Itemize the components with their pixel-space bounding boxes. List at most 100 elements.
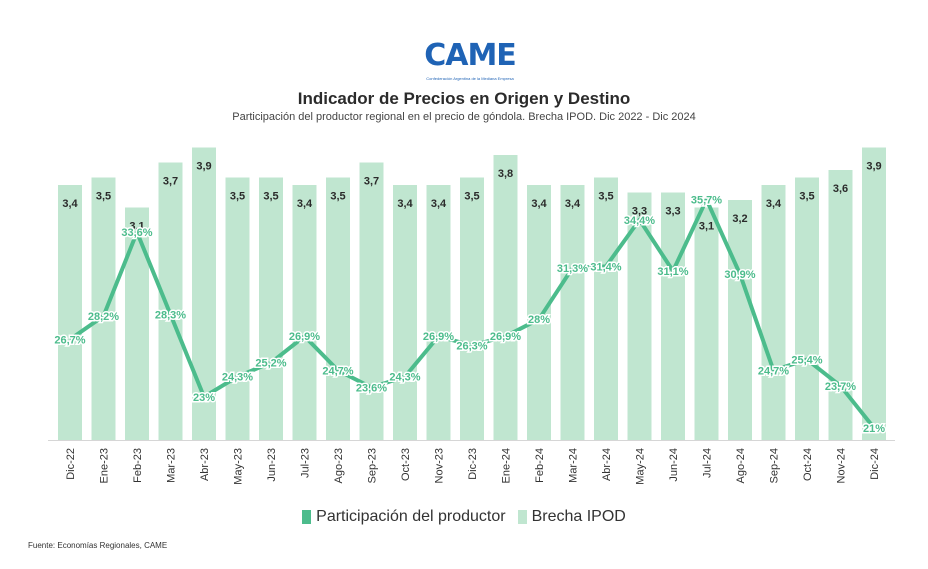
line-data-label: 26,7% xyxy=(54,334,85,346)
line-data-label: 24,3% xyxy=(222,372,253,384)
line-data-label: 28% xyxy=(528,314,550,326)
bar-Ago-23 xyxy=(326,177,350,440)
bar-label: 3,1 xyxy=(129,221,144,233)
bar-Oct-23 xyxy=(393,185,417,440)
chart-title: Indicador de Precios en Origen y Destino xyxy=(297,89,631,108)
bar-Sep-24 xyxy=(761,185,786,440)
bar-label: 3,5 xyxy=(230,191,245,203)
x-tick-label: Ago-24 xyxy=(735,448,747,483)
bar-label: 3,4 xyxy=(531,198,547,210)
line-data-label: 23,6% xyxy=(356,382,387,394)
bar-Ago-24 xyxy=(728,200,752,440)
legend-swatch-bar xyxy=(517,510,527,524)
x-tick-label: Sep-23 xyxy=(367,448,379,483)
bar-label: 3,4 xyxy=(565,198,581,210)
line-data-label: 28,2% xyxy=(88,311,119,323)
bar-Ene-23 xyxy=(91,177,116,440)
x-tick-label: Mar-23 xyxy=(166,448,178,483)
x-tick-label: Abr-23 xyxy=(199,448,211,481)
bar-label: 3,9 xyxy=(196,161,211,173)
line-data-label: 26,9% xyxy=(289,331,320,343)
x-tick-label: Jul-23 xyxy=(300,448,312,478)
bar-label: 3,4 xyxy=(297,198,313,210)
x-tick-label: Jun-24 xyxy=(668,448,680,482)
bar-Oct-24 xyxy=(795,177,819,440)
bar-Dic-24 xyxy=(862,147,886,440)
source-note: Fuente: Economías Regionales, CAME xyxy=(28,541,168,550)
bar-label: 3,5 xyxy=(598,191,613,203)
bar-Dic-22 xyxy=(58,185,82,440)
bar-Sep-23 xyxy=(359,162,384,440)
bar-Feb-24 xyxy=(527,185,551,440)
legend-label-participacion: Participación del productor xyxy=(316,508,506,525)
x-tick-label: Oct-24 xyxy=(802,448,814,481)
bar-Jun-24 xyxy=(661,192,685,440)
line-data-label: 23% xyxy=(193,392,215,404)
line-data-label: 30,9% xyxy=(724,269,755,281)
bar-label: 3,4 xyxy=(62,198,78,210)
came-logo-word: CAME xyxy=(424,38,517,73)
chart-subtitle: Participación del productor regional en … xyxy=(232,111,696,123)
x-tick-label: Jul-24 xyxy=(702,448,714,478)
legend-item-brecha[interactable]: Brecha IPOD xyxy=(517,508,626,526)
line-data-label: 25,2% xyxy=(255,358,286,370)
bar-Abr-24 xyxy=(594,177,618,440)
line-data-label: 28,3% xyxy=(155,310,186,322)
bar-label: 3,4 xyxy=(397,198,413,210)
bar-label: 3,8 xyxy=(498,168,513,180)
line-data-label: 25,4% xyxy=(791,355,822,367)
x-tick-label: Nov-24 xyxy=(836,448,848,483)
line-data-label: 23,7% xyxy=(825,381,856,393)
bar-Dic-23 xyxy=(460,177,484,440)
line-data-label: 33,6% xyxy=(121,227,152,239)
bar-label: 3,7 xyxy=(364,176,379,188)
x-tick-label: Sep-24 xyxy=(769,448,781,483)
bar-label: 3,3 xyxy=(632,206,647,218)
x-tick-label: Ago-23 xyxy=(333,448,345,483)
x-tick-label: Feb-24 xyxy=(534,448,546,483)
bar-label: 3,5 xyxy=(464,191,479,203)
line-data-label: 26,3% xyxy=(456,341,487,353)
x-tick-label: Abr-24 xyxy=(601,448,613,481)
line-data-label: 26,9% xyxy=(490,331,521,343)
line-data-label: 31,1% xyxy=(657,266,688,278)
came-logo-subtitle: Confederación Argentina de la Mediana Em… xyxy=(426,76,514,81)
bar-Jul-24 xyxy=(694,207,719,440)
bar-label: 3,1 xyxy=(699,221,714,233)
bar-Mar-23 xyxy=(158,162,183,440)
came-logo: CAME Confederación Argentina de la Media… xyxy=(420,38,520,84)
line-participacion xyxy=(68,197,876,430)
line-data-label: 24,7% xyxy=(758,365,789,377)
bar-label: 3,5 xyxy=(263,191,278,203)
line-data-label: 31,4% xyxy=(590,261,621,273)
legend-label-brecha: Brecha IPOD xyxy=(531,508,626,525)
bar-Feb-23 xyxy=(125,207,149,440)
x-tick-label: Oct-23 xyxy=(400,448,412,481)
line-data-label: 21% xyxy=(863,423,885,435)
bar-label: 3,4 xyxy=(431,198,447,210)
bar-label: 3,6 xyxy=(833,183,848,195)
legend-item-participacion[interactable]: Participación del productor xyxy=(302,508,506,526)
line-data-label: 34,4% xyxy=(624,215,655,227)
bar-Mar-24 xyxy=(560,185,585,440)
bar-Jul-23 xyxy=(292,185,317,440)
x-tick-label: Ene-24 xyxy=(501,448,513,483)
chart-legend: Participación del productor Brecha IPOD xyxy=(0,508,928,526)
x-tick-label: May-24 xyxy=(635,448,647,485)
x-tick-label: Jun-23 xyxy=(266,448,278,482)
x-tick-label: Dic-24 xyxy=(869,448,881,480)
bar-label: 3,4 xyxy=(766,198,782,210)
x-tick-label: Dic-23 xyxy=(467,448,479,480)
bar-label: 3,7 xyxy=(163,176,178,188)
bar-Ene-24 xyxy=(493,155,518,440)
line-data-label: 31,3% xyxy=(557,263,588,275)
bar-Jun-23 xyxy=(259,177,283,440)
x-tick-label: Nov-23 xyxy=(434,448,446,483)
x-tick-label: Ene-23 xyxy=(99,448,111,483)
bar-May-23 xyxy=(225,177,250,440)
x-tick-label: Feb-23 xyxy=(132,448,144,483)
line-data-label: 24,7% xyxy=(322,365,353,377)
x-tick-label: Mar-24 xyxy=(568,448,580,483)
x-tick-label: May-23 xyxy=(233,448,245,485)
